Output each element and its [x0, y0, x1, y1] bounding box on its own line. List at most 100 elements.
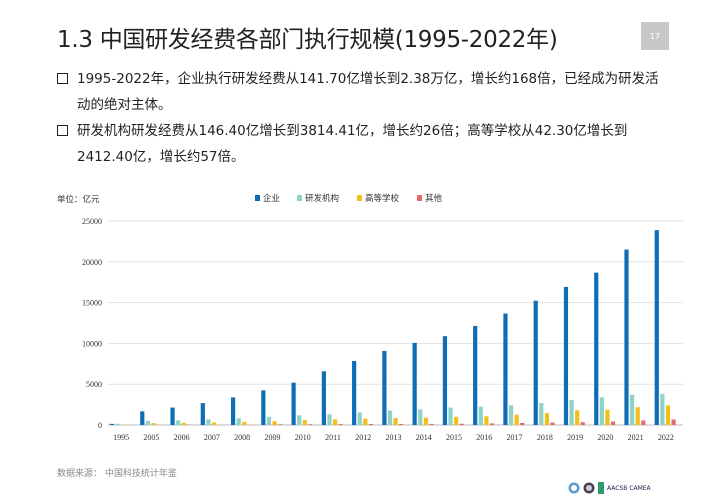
- bar-高等学校: [393, 418, 398, 425]
- bar-企业: [594, 272, 599, 425]
- bar-高等学校: [272, 421, 277, 425]
- square-bullet-icon: [57, 73, 68, 84]
- data-source: 数据来源： 中国科技统计年鉴: [57, 469, 177, 479]
- y-tick-label: 10000: [82, 339, 102, 348]
- slide-title: 1.3 中国研发经费各部门执行规模(1995-2022年): [57, 27, 558, 53]
- x-tick-label: 2008: [234, 433, 250, 442]
- bar-chart: 单位：亿元 企业 研发机构 高等学校 其他 0 5000 10000 15000 20000 250…: [57, 193, 683, 442]
- bar-高等学校: [484, 416, 489, 425]
- bar-高等学校: [363, 418, 368, 425]
- bar-其他: [368, 423, 374, 425]
- x-tick-label: 2010: [295, 433, 311, 442]
- y-tick-label: 5000: [86, 380, 102, 389]
- bar-企业: [109, 423, 115, 425]
- legend-swatch: [357, 195, 362, 201]
- legend-label: 其他: [425, 193, 443, 204]
- bar-企业: [382, 350, 387, 425]
- bar-其他: [610, 421, 616, 425]
- bar-研发机构: [387, 410, 393, 425]
- bar-高等学校: [332, 419, 338, 425]
- bar-其他: [550, 422, 555, 425]
- accreditation-logo: [598, 482, 604, 494]
- bar-企业: [140, 411, 145, 425]
- bar-研发机构: [478, 406, 483, 425]
- bar-其他: [429, 423, 434, 425]
- x-tick-label: 2007: [204, 433, 220, 442]
- bar-企业: [503, 313, 508, 425]
- bar-高等学校: [544, 413, 550, 425]
- x-tick-label: 2013: [386, 433, 402, 442]
- bar-研发机构: [236, 418, 241, 425]
- bar-高等学校: [242, 421, 247, 425]
- bar-研发机构: [569, 399, 574, 425]
- bar-研发机构: [297, 415, 302, 425]
- x-tick-label: 2017: [507, 433, 523, 442]
- x-tick-label: 2018: [537, 433, 553, 442]
- bar-企业: [352, 361, 357, 425]
- bar-企业: [624, 249, 629, 425]
- legend-label: 高等学校: [365, 193, 400, 204]
- bar-高等学校: [454, 416, 459, 425]
- bar-研发机构: [630, 394, 635, 425]
- bar-研发机构: [418, 409, 423, 425]
- bar-其他: [399, 423, 404, 425]
- x-tick-label: 2016: [476, 433, 492, 442]
- legend-swatch: [297, 195, 302, 201]
- bar-研发机构: [448, 407, 453, 425]
- bar-高等学校: [211, 422, 217, 425]
- bar-研发机构: [357, 412, 362, 425]
- legend-swatch: [255, 195, 260, 201]
- bar-其他: [308, 424, 313, 425]
- bar-企业: [321, 371, 326, 425]
- bar-高等学校: [302, 420, 307, 425]
- x-tick-label: 2021: [628, 433, 644, 442]
- bar-研发机构: [206, 419, 211, 425]
- bar-研发机构: [327, 414, 332, 425]
- logos: AACSB CAMEA: [568, 482, 659, 494]
- bar-高等学校: [181, 422, 186, 425]
- bar-高等学校: [665, 405, 671, 425]
- bar-研发机构: [145, 420, 150, 425]
- bar-其他: [520, 423, 525, 425]
- y-tick-label: 20000: [82, 258, 102, 267]
- bar-企业: [170, 407, 175, 425]
- bar-企业: [442, 336, 448, 425]
- x-tick-label: 2011: [325, 433, 341, 442]
- legend-swatch: [417, 195, 422, 201]
- aacsb-camea-logo: AACSB CAMEA: [607, 485, 652, 492]
- bar-高等学校: [575, 410, 580, 425]
- bullet-item: 研发机构研发经费从146.40亿增长到3814.41亿，增长约26倍；高等学校从…: [57, 118, 667, 170]
- svg-text:AACSB CAMEA: AACSB CAMEA: [607, 485, 652, 492]
- bar-高等学校: [423, 417, 428, 425]
- bar-其他: [671, 419, 676, 425]
- x-tick-label: 2019: [567, 433, 583, 442]
- bar-其他: [459, 423, 464, 425]
- bar-企业: [533, 300, 538, 425]
- legend-label: 研发机构: [305, 193, 339, 204]
- x-tick-label: 2009: [264, 433, 280, 442]
- y-tick-label: 0: [98, 421, 102, 430]
- bar-企业: [230, 397, 236, 425]
- bar-其他: [489, 423, 495, 425]
- bar-高等学校: [635, 407, 640, 425]
- x-tick-label: 2022: [658, 433, 674, 442]
- bar-研发机构: [599, 397, 604, 425]
- bar-研发机构: [176, 420, 181, 425]
- bar-高等学校: [605, 409, 610, 425]
- x-tick-label: 1995: [113, 433, 129, 442]
- y-tick-label: 25000: [82, 217, 102, 226]
- bar-研发机构: [508, 405, 514, 425]
- bar-研发机构: [539, 403, 544, 425]
- bar-企业: [473, 325, 478, 425]
- x-tick-label: 2006: [174, 433, 190, 442]
- x-tick-label: 2005: [143, 433, 159, 442]
- x-tick-label: 2015: [446, 433, 462, 442]
- unit-label: 单位：亿元: [57, 194, 100, 205]
- y-tick-label: 15000: [82, 299, 102, 308]
- page-number: 17: [641, 22, 669, 50]
- bar-企业: [412, 342, 417, 425]
- bar-企业: [200, 403, 205, 425]
- university-seal-logo: [568, 482, 580, 494]
- x-tick-label: 2020: [597, 433, 613, 442]
